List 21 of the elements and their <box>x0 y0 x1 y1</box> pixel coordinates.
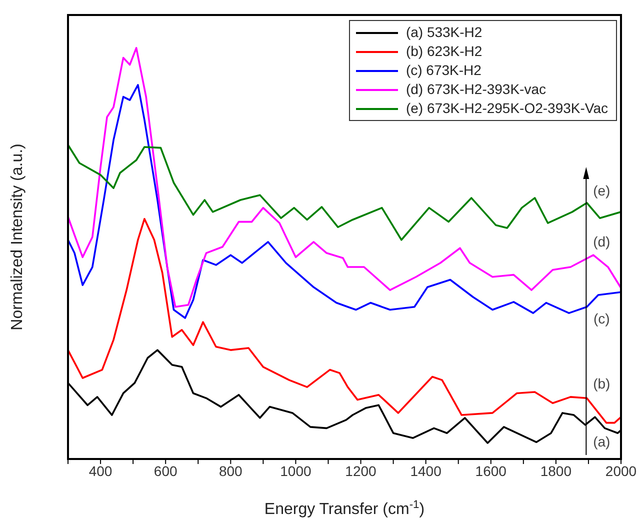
annotation: (a) <box>593 434 610 450</box>
annotation: (b) <box>593 376 610 392</box>
legend-label: (b) 623K-H2 <box>406 42 482 61</box>
x-tick-label: 600 <box>154 462 178 479</box>
annotation: (e) <box>593 182 610 199</box>
x-axis-title: Energy Transfer (cm$^{-1}$) <box>264 499 425 518</box>
x-tick-label: 1600 <box>475 462 507 479</box>
annotation: (c) <box>593 310 610 327</box>
x-tick-label: 800 <box>218 462 243 479</box>
y-axis-title: Normalized Intensity (a.u.) <box>9 144 26 330</box>
legend-label: (c) 673K-H2 <box>406 61 482 80</box>
annotation: (d) <box>593 234 610 250</box>
x-tick-label: 2000 <box>605 462 637 479</box>
x-tick-label: 1000 <box>280 462 312 479</box>
x-tick-label: 1200 <box>345 462 377 479</box>
x-tick-label: 400 <box>88 462 112 479</box>
legend-label: (a) 533K-H2 <box>406 23 482 42</box>
x-tick-label: 1800 <box>540 462 572 479</box>
legend-label: (d) 673K-H2-393K-vac <box>406 80 546 99</box>
x-tick-label: 1400 <box>410 462 442 479</box>
legend-label: (e) 673K-H2-295K-O2-393K-Vac <box>406 99 608 118</box>
